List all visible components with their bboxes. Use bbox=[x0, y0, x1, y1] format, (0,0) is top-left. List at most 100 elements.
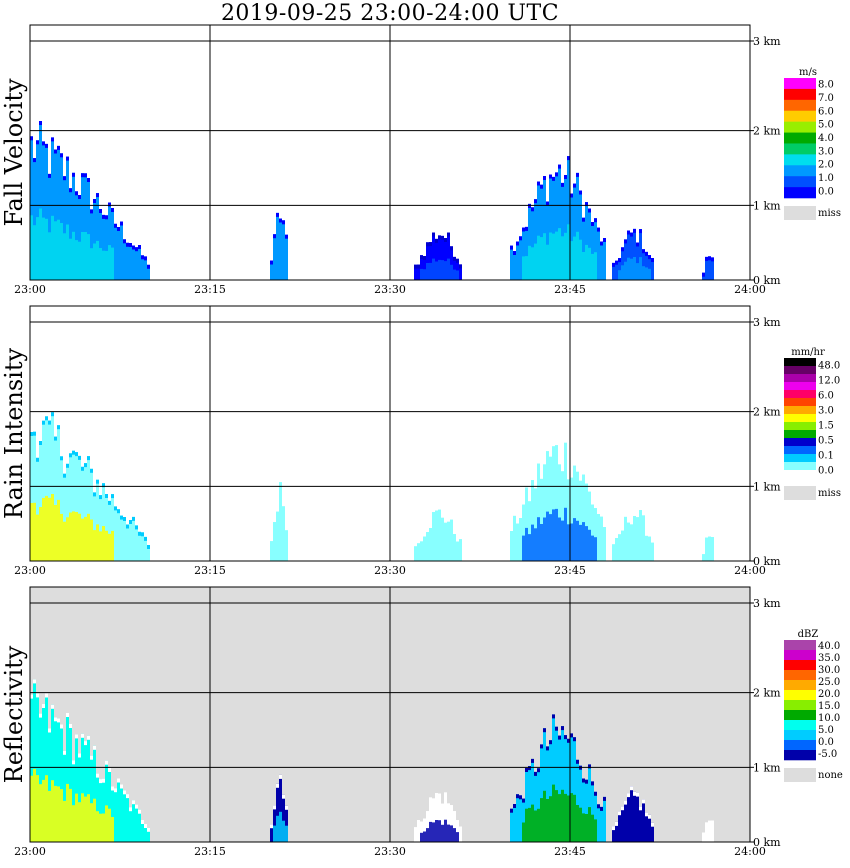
echo-cell bbox=[78, 802, 81, 842]
echo-cell bbox=[420, 541, 423, 546]
echo-cell bbox=[537, 181, 540, 280]
echo-cell bbox=[285, 530, 288, 561]
echo-cell bbox=[417, 543, 420, 548]
echo-cell bbox=[450, 264, 453, 280]
echo-cell bbox=[534, 488, 537, 561]
echo-cell bbox=[417, 264, 420, 280]
echo-cell bbox=[576, 471, 579, 561]
echo-cell bbox=[525, 226, 528, 280]
echo-cell bbox=[612, 262, 615, 280]
echo-cell bbox=[69, 188, 72, 193]
y-axis-label: Reflectivity bbox=[0, 645, 28, 783]
echo-cell bbox=[78, 195, 81, 199]
echo-cell bbox=[114, 506, 117, 511]
echo-cell bbox=[276, 511, 279, 516]
echo-cell bbox=[642, 540, 645, 561]
echo-cell bbox=[618, 534, 621, 539]
echo-cell bbox=[36, 775, 39, 842]
echo-cell bbox=[87, 178, 90, 280]
echo-cell bbox=[597, 514, 600, 518]
echo-cell bbox=[597, 804, 600, 809]
echo-cell bbox=[513, 251, 516, 280]
echo-cell bbox=[273, 522, 276, 527]
echo-cell bbox=[276, 783, 279, 788]
echo-cell bbox=[594, 508, 597, 513]
colorbar-cell bbox=[784, 187, 816, 199]
echo-cell bbox=[705, 537, 708, 561]
echo-cell bbox=[708, 832, 711, 842]
echo-cell bbox=[438, 259, 441, 280]
echo-cell bbox=[630, 524, 633, 561]
echo-region bbox=[30, 121, 150, 280]
colorbar-label: 3.0 bbox=[818, 406, 834, 417]
echo-cell bbox=[102, 483, 105, 561]
echo-cell bbox=[522, 822, 525, 842]
echo-cell bbox=[33, 225, 36, 280]
echo-cell bbox=[447, 803, 450, 842]
echo-cell bbox=[438, 820, 441, 842]
echo-cell bbox=[51, 215, 54, 280]
echo-cell bbox=[540, 744, 543, 749]
echo-cell bbox=[273, 825, 276, 842]
echo-cell bbox=[453, 534, 456, 561]
echo-cell bbox=[537, 181, 540, 186]
echo-cell bbox=[111, 786, 114, 842]
echo-cell bbox=[642, 515, 645, 561]
echo-cell bbox=[432, 539, 435, 561]
echo-cell bbox=[567, 156, 570, 161]
echo-cell bbox=[651, 822, 654, 842]
echo-cell bbox=[588, 491, 591, 561]
echo-cell bbox=[42, 420, 45, 425]
echo-cell bbox=[531, 524, 534, 561]
colorbar-unit: m/s bbox=[799, 67, 817, 78]
echo-cell bbox=[618, 811, 621, 842]
echo-region bbox=[510, 156, 606, 280]
echo-cell bbox=[444, 819, 447, 842]
echo-cell bbox=[432, 512, 435, 561]
echo-cell bbox=[615, 821, 618, 826]
echo-cell bbox=[624, 239, 627, 280]
colorbar-label: 10.0 bbox=[818, 713, 840, 724]
echo-cell bbox=[123, 517, 126, 521]
echo-cell bbox=[102, 250, 105, 280]
echo-cell bbox=[591, 253, 594, 280]
echo-cell bbox=[45, 218, 48, 280]
echo-cell bbox=[636, 819, 639, 842]
echo-cell bbox=[147, 827, 150, 832]
echo-cell bbox=[708, 550, 711, 561]
echo-cell bbox=[708, 820, 711, 842]
echo-cell bbox=[576, 471, 579, 476]
colorbar-label: 2.0 bbox=[818, 160, 834, 171]
echo-cell bbox=[447, 521, 450, 526]
echo-cell bbox=[282, 820, 285, 842]
echo-cell bbox=[138, 531, 141, 561]
echo-cell bbox=[54, 785, 57, 842]
echo-cell bbox=[123, 790, 126, 842]
echo-cell bbox=[414, 546, 417, 551]
plot-frame bbox=[29, 24, 751, 281]
echo-cell bbox=[270, 541, 273, 546]
echo-cell bbox=[99, 209, 102, 280]
colorbar-cell bbox=[784, 690, 816, 701]
echo-cell bbox=[519, 795, 522, 842]
echo-cell bbox=[546, 799, 549, 842]
x-tick-label: 24:00 bbox=[734, 564, 766, 577]
y-tick-label: 0 km bbox=[753, 836, 781, 849]
echo-region bbox=[510, 714, 606, 842]
echo-cell bbox=[69, 788, 72, 842]
echo-cell bbox=[72, 805, 75, 842]
echo-cell bbox=[90, 248, 93, 280]
echo-cell bbox=[447, 232, 450, 280]
echo-cell bbox=[69, 724, 72, 728]
echo-cell bbox=[711, 537, 714, 561]
echo-cell bbox=[630, 232, 633, 280]
echo-cell bbox=[441, 803, 444, 808]
echo-cell bbox=[594, 791, 597, 842]
echo-cell bbox=[621, 530, 624, 535]
echo-cell bbox=[60, 456, 63, 561]
echo-cell bbox=[579, 190, 582, 280]
echo-cell bbox=[84, 741, 87, 746]
echo-cell bbox=[441, 541, 444, 561]
echo-cell bbox=[582, 778, 585, 783]
echo-cell bbox=[132, 800, 135, 842]
